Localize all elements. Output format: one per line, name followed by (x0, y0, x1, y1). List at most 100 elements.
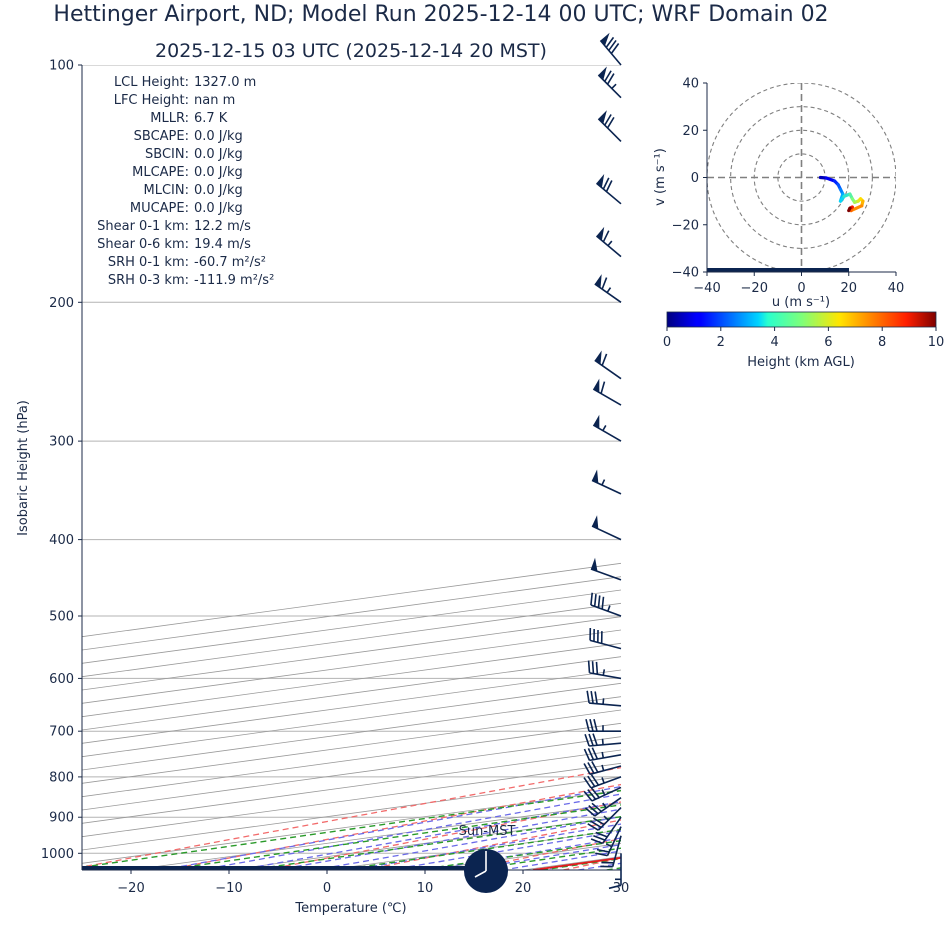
moist-adiabat-line (465, 65, 945, 870)
mixing-ratio-line (418, 678, 945, 870)
isotherm-line (0, 65, 945, 870)
hodograph-y-tick-label: −20 (672, 218, 699, 233)
y-tick-label: 200 (49, 296, 74, 311)
index-label: Shear 0-1 km: (97, 219, 189, 234)
y-tick-label: 800 (49, 770, 74, 785)
isotherm-grid (0, 65, 945, 870)
wind-barb (595, 351, 621, 379)
x-tick-label: 10 (417, 881, 434, 896)
wind-barb (600, 33, 621, 65)
index-value: 0.0 J/kg (194, 183, 243, 198)
colorbar-gradient (667, 312, 936, 327)
mixing-ratio-line (62, 678, 945, 870)
dry-adiabat-line (762, 65, 945, 870)
index-label: MLLR: (150, 111, 189, 126)
index-value: -111.9 m²/s² (194, 273, 274, 288)
wind-barb (591, 558, 621, 580)
isotherm-line (523, 65, 945, 870)
isotherm-line (425, 65, 945, 870)
title-line-2: 2025-12-15 03 UTC (2025-12-14 20 MST) (155, 40, 547, 62)
moist-adiabat-line (352, 65, 945, 870)
index-label: SRH 0-3 km: (108, 273, 189, 288)
y-tick-label: 600 (49, 672, 74, 687)
index-label: SBCAPE: (134, 129, 189, 144)
index-label: MLCAPE: (132, 165, 189, 180)
colorbar-tick-label: 4 (770, 335, 778, 350)
hodograph-y-label: v (m s⁻¹) (653, 148, 668, 206)
wind-barb (592, 515, 621, 539)
isotherm-line (0, 65, 945, 870)
y-tick-label: 400 (49, 533, 74, 548)
x-tick-label: 0 (323, 881, 331, 896)
colorbar-tick-label: 6 (824, 335, 832, 350)
moist-adiabat-line (502, 65, 945, 870)
colorbar-tick-label: 2 (717, 335, 725, 350)
isotherm-line (0, 65, 945, 870)
x-axis-label: Temperature (℃) (294, 901, 406, 916)
index-label: LCL Height: (114, 75, 189, 90)
moist-adiabats (161, 65, 945, 870)
isotherm-line (0, 65, 945, 870)
isotherm-line (621, 65, 945, 870)
skewt-plot-area (0, 65, 945, 871)
dewpoint-profile-line (685, 65, 945, 821)
isotherm-line (0, 65, 945, 870)
isotherm-line (0, 65, 945, 870)
hodograph-x-tick-label: 20 (840, 281, 857, 296)
hodograph-y-tick-label: −40 (672, 266, 699, 281)
index-value: 19.4 m/s (194, 237, 251, 252)
wind-barb (587, 691, 621, 706)
dry-adiabat-line (464, 65, 945, 870)
index-value: 0.0 J/kg (194, 201, 243, 216)
isotherm-line (0, 65, 945, 870)
wind-barb (592, 469, 621, 493)
mixing-ratio-lines (62, 678, 945, 870)
dry-adiabat-line (166, 65, 945, 870)
parcel-profile-line (734, 540, 945, 821)
wind-barb (598, 110, 621, 141)
wind-barb (585, 734, 621, 746)
index-value: 6.7 K (194, 111, 228, 126)
wind-barb (586, 719, 621, 731)
moist-adiabat-line (578, 65, 945, 870)
wind-barb (595, 274, 621, 302)
hodograph-trace (820, 178, 863, 211)
isotherm-line (0, 65, 945, 870)
wind-barb (598, 67, 621, 98)
index-value: 0.0 J/kg (194, 165, 243, 180)
wind-barbs (584, 33, 621, 889)
hodograph-x-tick-label: −20 (741, 281, 768, 296)
mixing-ratio-line (654, 678, 945, 870)
hodograph-y-tick-label: 0 (691, 171, 699, 186)
y-tick-label: 1000 (41, 847, 74, 862)
isotherm-line (0, 65, 945, 870)
wind-barb (596, 227, 621, 257)
hodograph-x-tick-label: 40 (888, 281, 905, 296)
x-tick-label: 20 (515, 881, 532, 896)
moist-adiabat-line (314, 65, 945, 870)
cape-cin-shading (530, 65, 945, 821)
colorbar-tick-label: 0 (663, 335, 671, 350)
wind-barb (589, 661, 621, 679)
mixing-ratio-line (542, 678, 945, 870)
sun-label: Sun-MST (459, 824, 516, 839)
hodograph-y-tick-label: 20 (682, 124, 699, 139)
hodograph-bottom-bar (707, 268, 849, 272)
y-axis-label: Isobaric Height (hPa) (16, 400, 31, 536)
isotherm-line (131, 65, 945, 870)
isotherm-line (0, 65, 945, 870)
mixing-ratio-line (340, 678, 945, 870)
mixing-ratio-line (165, 678, 945, 870)
colorbar-tick-label: 10 (928, 335, 945, 350)
colorbar-label: Height (km AGL) (747, 355, 855, 370)
isotherm-line (0, 65, 945, 870)
dry-adiabat-line (663, 65, 945, 870)
title-line-1: Hettinger Airport, ND; Model Run 2025-12… (53, 2, 828, 27)
index-label: Shear 0-6 km: (97, 237, 189, 252)
